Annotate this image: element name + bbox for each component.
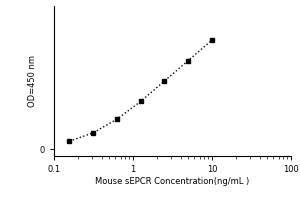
X-axis label: Mouse sEPCR Concentration(ng/mL ): Mouse sEPCR Concentration(ng/mL ) bbox=[95, 177, 250, 186]
Y-axis label: OD=450 nm: OD=450 nm bbox=[28, 55, 37, 107]
